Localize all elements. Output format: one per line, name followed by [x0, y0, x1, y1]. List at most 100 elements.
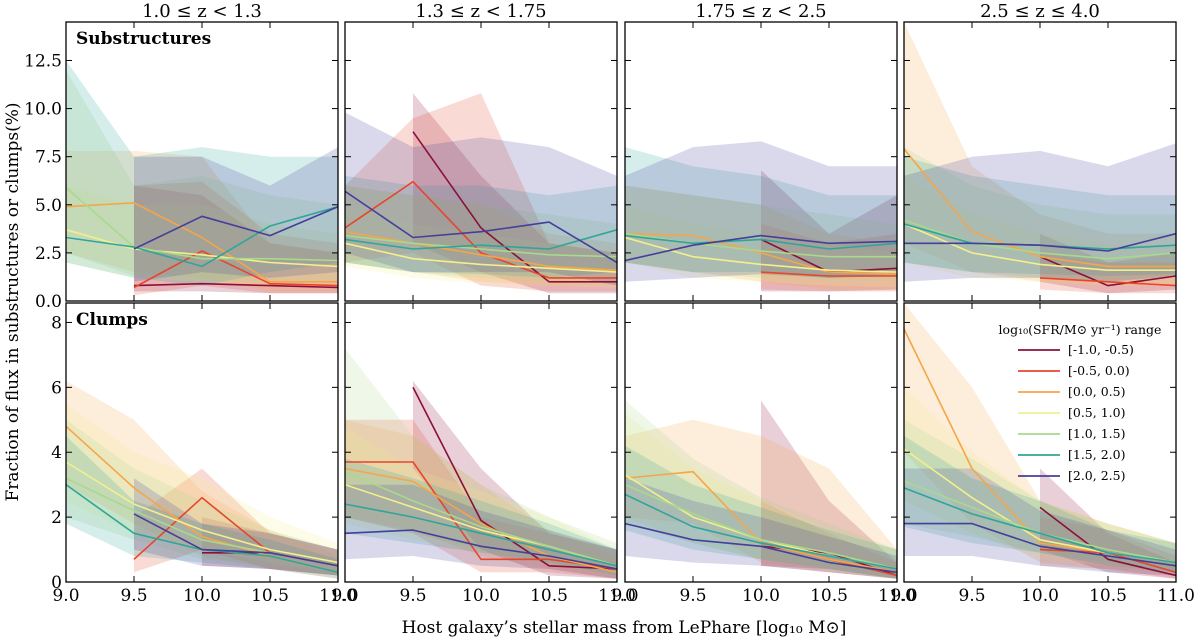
range-band-series-0	[761, 170, 897, 292]
plot-area	[345, 93, 617, 294]
range-band-series-3	[66, 185, 338, 286]
panel-r1-c2	[624, 302, 898, 583]
range-band-series-2	[904, 22, 1176, 286]
legend-entry-label: [0.0, 0.5)	[1068, 384, 1125, 399]
range-band-series-1	[345, 419, 617, 579]
series-line-2	[625, 232, 897, 275]
column-title: 2.5 ≤ z ≤ 4.0	[980, 1, 1100, 22]
panel-r1-c3	[903, 302, 1177, 583]
series-line-0	[133, 282, 338, 289]
series-line-6	[345, 529, 617, 570]
series-line-4	[345, 234, 617, 258]
range-band-series-4	[66, 70, 338, 282]
series-line-3	[66, 229, 338, 268]
x-tick-label: 9.0	[611, 586, 638, 606]
range-band-series-1	[134, 181, 338, 296]
series-line-5	[625, 493, 897, 570]
range-band-series-6	[904, 143, 1176, 282]
plot-area	[904, 22, 1176, 294]
range-band-series-4	[904, 147, 1176, 282]
series-line-1	[760, 271, 897, 277]
y-tick-label: 12.5	[24, 51, 62, 71]
range-band-series-5	[66, 60, 338, 286]
x-tick-label: 9.5	[399, 586, 426, 606]
series-line-2	[66, 202, 338, 283]
series-line-6	[625, 234, 897, 262]
row-title: Clumps	[76, 310, 148, 330]
range-band-series-6	[625, 478, 897, 579]
range-band-series-4	[66, 419, 338, 576]
series-line-2	[904, 148, 1176, 268]
plot-area	[345, 348, 617, 579]
range-band-series-3	[345, 426, 617, 576]
range-band-series-2	[904, 303, 1176, 573]
range-band-series-2	[345, 185, 617, 286]
x-tick-label: 9.0	[331, 586, 358, 606]
range-band-series-6	[904, 468, 1176, 576]
plot-area	[625, 400, 897, 579]
range-band-series-3	[904, 387, 1176, 573]
x-tick-label: 10.5	[251, 586, 289, 606]
range-band-series-4	[904, 419, 1176, 573]
x-tick-label: 10.0	[742, 586, 780, 606]
series-line-1	[133, 250, 338, 289]
series-line-5	[625, 234, 897, 250]
series-line-5	[345, 229, 617, 250]
range-band-series-2	[345, 419, 617, 579]
series-line-1	[345, 180, 617, 279]
panel-background	[66, 303, 338, 582]
series-line-3	[66, 461, 338, 564]
x-axis-label: Host galaxy’s stellar mass from LePhare …	[402, 618, 847, 638]
legend-entry-label: [2.0, 2.5)	[1068, 468, 1125, 483]
x-tick-label: 9.5	[120, 586, 147, 606]
panel-r0-c2	[624, 21, 898, 302]
column-title: 1.0 ≤ z < 1.3	[142, 1, 262, 22]
range-band-series-0	[761, 400, 897, 579]
plot-area	[904, 303, 1176, 579]
x-tick-label: 11.0	[319, 586, 357, 606]
range-band-series-2	[66, 150, 338, 292]
series-line-5	[66, 205, 338, 268]
panel-background	[904, 22, 1176, 301]
range-band-series-6	[345, 112, 617, 286]
panel-r1-c1	[344, 302, 618, 583]
x-tick-label: 11.0	[878, 586, 916, 606]
labels-layer: 0.0 2.5 5.0 7.5 10.0 12.5 Substructures 0 2 4 6 8 Cl…	[3, 1, 1195, 638]
series-line-2	[345, 230, 617, 271]
x-tick-label: 9.5	[958, 586, 985, 606]
series-line-4	[904, 219, 1176, 260]
range-band-series-6	[134, 478, 338, 576]
series-line-1	[345, 461, 617, 570]
series-line-5	[345, 503, 617, 567]
x-tick-label: 11.0	[1157, 586, 1195, 606]
range-band-series-6	[625, 141, 897, 282]
series-line-2	[345, 467, 617, 574]
legend-entry-label: [1.0, 1.5)	[1068, 426, 1125, 441]
x-tick-label: 9.0	[52, 586, 79, 606]
y-tick-label: 2.5	[35, 244, 62, 264]
column-title: 1.3 ≤ z < 1.75	[415, 1, 546, 22]
range-band-series-6	[134, 147, 338, 282]
x-tick-label: 10.0	[1021, 586, 1059, 606]
x-tick-label: 11.0	[598, 586, 636, 606]
legend: log₁₀(SFR/M⊙ yr⁻¹) range [-1.0, -0.5) [-0.…	[999, 322, 1162, 483]
range-band-series-0	[134, 185, 338, 294]
y-tick-label: 7.5	[35, 148, 62, 168]
range-band-series-4	[345, 185, 617, 282]
range-band-series-4	[345, 348, 617, 576]
x-tick-label: 10.0	[462, 586, 500, 606]
range-band-series-5	[904, 436, 1176, 573]
range-band-series-1	[345, 93, 617, 292]
range-band-series-0	[413, 93, 617, 294]
y-tick-label: 8	[51, 313, 62, 333]
series-line-6	[625, 522, 897, 574]
range-band-series-2	[66, 380, 338, 579]
legend-entry-label: [-1.0, -0.5)	[1068, 342, 1134, 357]
series-line-4	[625, 483, 897, 570]
series-line-6	[904, 232, 1176, 252]
x-tick-label: 9.0	[890, 586, 917, 606]
x-tick-label: 10.5	[1089, 586, 1127, 606]
range-band-series-1	[761, 500, 897, 579]
row-title: Substructures	[76, 29, 211, 49]
range-band-series-5	[66, 436, 338, 579]
